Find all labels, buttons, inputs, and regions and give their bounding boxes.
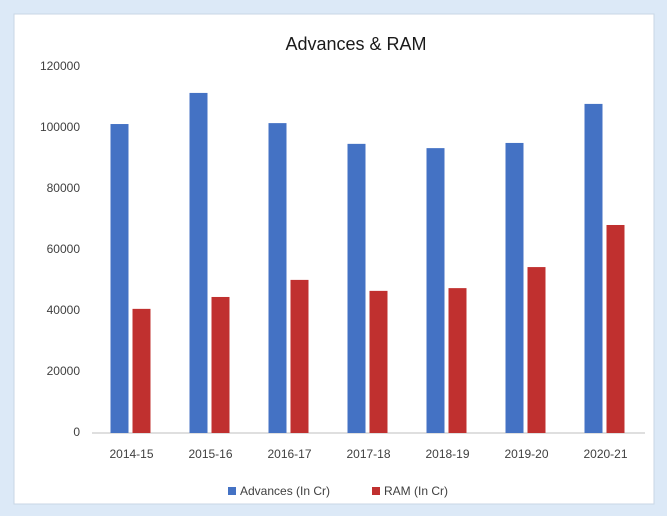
bar — [189, 92, 208, 434]
x-tick-label: 2017-18 — [346, 447, 390, 461]
bar — [110, 124, 129, 433]
chart-area — [13, 13, 655, 505]
y-tick-label: 80000 — [47, 181, 81, 195]
y-tick-label: 100000 — [40, 120, 80, 134]
y-tick-label: 60000 — [47, 242, 81, 256]
bar — [132, 308, 151, 433]
bar — [211, 296, 230, 433]
legend-label: Advances (In Cr) — [240, 484, 330, 498]
y-tick-label: 20000 — [47, 364, 81, 378]
chart-title: Advances & RAM — [285, 34, 426, 54]
bar — [290, 279, 309, 433]
x-tick-label: 2016-17 — [267, 447, 311, 461]
bar — [606, 224, 625, 433]
x-tick-label: 2018-19 — [425, 447, 469, 461]
x-tick-label: 2015-16 — [188, 447, 232, 461]
y-tick-label: 120000 — [40, 59, 80, 73]
bar — [268, 123, 287, 434]
x-tick-label: 2014-15 — [109, 447, 153, 461]
legend-swatch — [228, 487, 236, 495]
y-tick-label: 40000 — [47, 303, 81, 317]
legend-label: RAM (In Cr) — [384, 484, 448, 498]
y-tick-label: 0 — [73, 425, 80, 439]
bar — [426, 148, 445, 433]
bar — [527, 267, 546, 433]
bar — [584, 103, 603, 433]
x-tick-label: 2020-21 — [583, 447, 627, 461]
bar — [347, 143, 366, 434]
bar — [505, 142, 524, 433]
x-tick-label: 2019-20 — [504, 447, 548, 461]
bar — [369, 290, 388, 433]
bar — [448, 288, 467, 433]
legend-swatch — [372, 487, 380, 495]
